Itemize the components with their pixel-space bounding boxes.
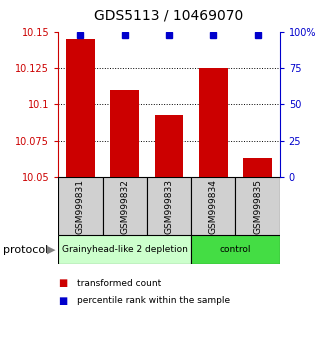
Text: Grainyhead-like 2 depletion: Grainyhead-like 2 depletion [62,245,188,254]
Text: control: control [220,245,251,254]
Text: GSM999835: GSM999835 [253,179,262,234]
Bar [66,39,95,177]
Text: GDS5113 / 10469070: GDS5113 / 10469070 [94,9,244,23]
Bar [110,90,139,177]
Bar [58,177,103,235]
Bar [243,158,272,177]
Bar [155,115,183,177]
Text: ■: ■ [58,278,68,288]
Bar [58,235,191,264]
Text: percentile rank within the sample: percentile rank within the sample [77,296,230,306]
Bar [235,177,280,235]
Text: GSM999832: GSM999832 [120,179,129,234]
Text: ▶: ▶ [47,245,56,255]
Text: GSM999833: GSM999833 [165,179,173,234]
Text: ■: ■ [58,296,68,306]
Bar [103,177,147,235]
Text: protocol: protocol [3,245,49,255]
Text: GSM999834: GSM999834 [209,179,218,234]
Text: transformed count: transformed count [77,279,161,288]
Text: GSM999831: GSM999831 [76,179,85,234]
Bar [199,68,228,177]
Bar [191,235,280,264]
Bar [191,177,235,235]
Bar [147,177,191,235]
